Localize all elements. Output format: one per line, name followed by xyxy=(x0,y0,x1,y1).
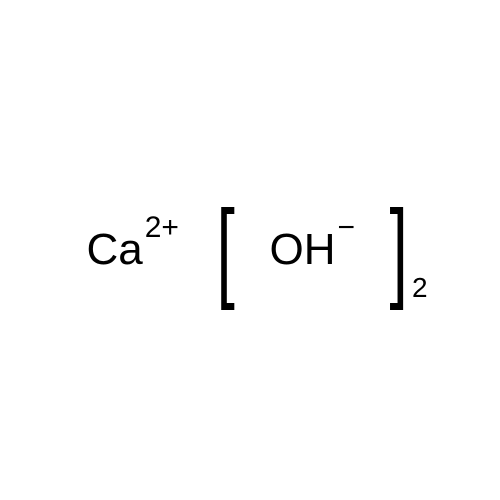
left-bracket: [ xyxy=(217,206,235,294)
cation-charge: 2+ xyxy=(145,211,179,245)
cation-element: Ca xyxy=(86,225,142,275)
cation-group: Ca 2+ xyxy=(86,225,178,275)
anion-charge: − xyxy=(337,211,355,245)
anion-bracket-group: [ OH − ] 2 xyxy=(211,206,414,294)
anion-element: OH xyxy=(269,225,335,275)
anion-group: OH − xyxy=(269,225,355,275)
right-bracket: ] xyxy=(389,206,407,294)
coefficient-subscript: 2 xyxy=(412,272,428,304)
chemical-formula: Ca 2+ [ OH − ] 2 xyxy=(86,206,413,294)
